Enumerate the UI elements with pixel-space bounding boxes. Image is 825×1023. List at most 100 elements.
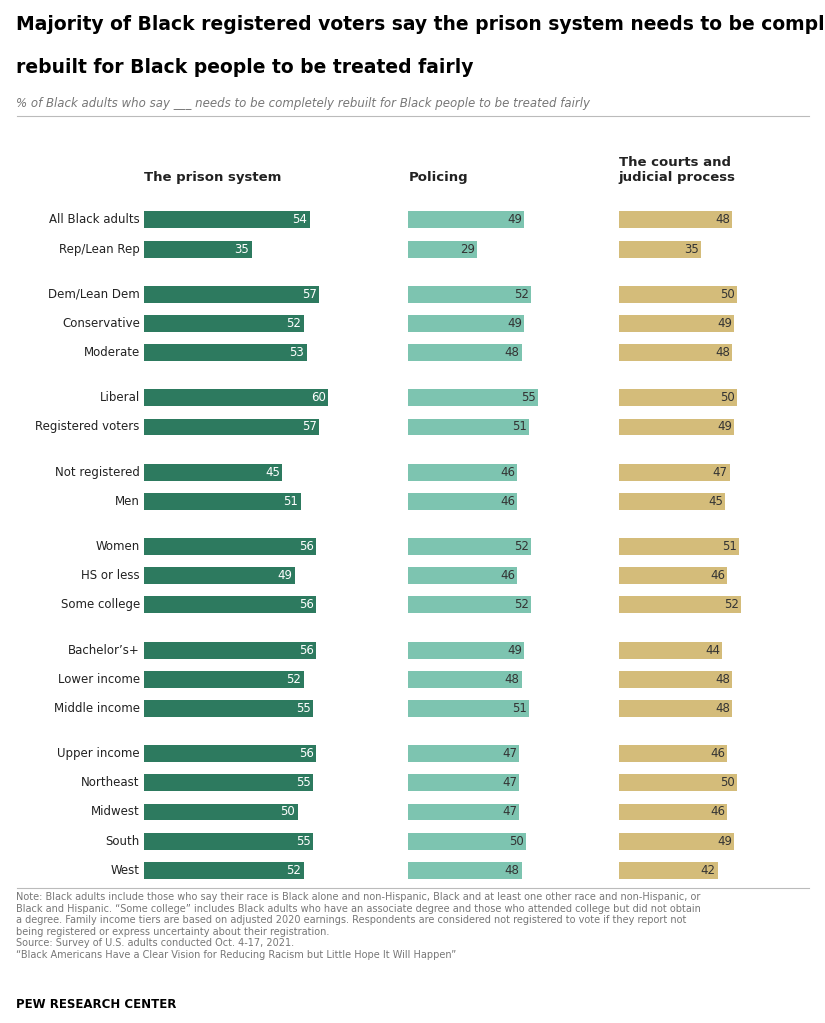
Bar: [619, 861, 718, 879]
Bar: [619, 390, 737, 406]
Text: 48: 48: [715, 673, 730, 685]
Text: HS or less: HS or less: [81, 569, 139, 582]
Bar: [144, 861, 304, 879]
Text: Upper income: Upper income: [57, 747, 139, 760]
Text: 52: 52: [724, 598, 739, 612]
Text: Northeast: Northeast: [82, 776, 139, 790]
Bar: [144, 803, 298, 820]
Bar: [144, 538, 316, 555]
Text: 54: 54: [293, 214, 308, 226]
Text: 55: 55: [295, 702, 310, 715]
Bar: [408, 418, 529, 436]
Text: 48: 48: [505, 863, 520, 877]
Bar: [619, 344, 732, 361]
Text: West: West: [111, 863, 139, 877]
Bar: [408, 596, 531, 614]
Text: 56: 56: [299, 747, 314, 760]
Text: Rep/Lean Rep: Rep/Lean Rep: [59, 242, 139, 256]
Bar: [619, 240, 701, 258]
Text: 52: 52: [286, 863, 301, 877]
Bar: [144, 671, 304, 687]
Text: 55: 55: [295, 835, 310, 848]
Bar: [144, 493, 300, 509]
Text: Bachelor’s+: Bachelor’s+: [68, 643, 139, 657]
Text: 50: 50: [720, 287, 735, 301]
Text: 29: 29: [460, 242, 475, 256]
Text: 50: 50: [280, 805, 295, 818]
Text: Moderate: Moderate: [83, 346, 139, 359]
Text: 42: 42: [701, 863, 716, 877]
Text: 49: 49: [277, 569, 292, 582]
Text: 49: 49: [718, 835, 733, 848]
Text: Middle income: Middle income: [54, 702, 139, 715]
Text: The prison system: The prison system: [144, 171, 282, 184]
Text: 49: 49: [507, 214, 522, 226]
Text: Women: Women: [96, 540, 139, 553]
Bar: [619, 212, 732, 228]
Text: Majority of Black registered voters say the prison system needs to be completely: Majority of Black registered voters say …: [16, 15, 825, 35]
Bar: [144, 344, 307, 361]
Bar: [619, 671, 732, 687]
Text: The courts and
judicial process: The courts and judicial process: [619, 157, 736, 184]
Text: 48: 48: [715, 214, 730, 226]
Bar: [408, 493, 516, 509]
Text: 48: 48: [505, 673, 520, 685]
Text: Conservative: Conservative: [62, 317, 139, 330]
Bar: [408, 803, 519, 820]
Text: 47: 47: [502, 776, 517, 790]
Text: Note: Black adults include those who say their race is Black alone and non-Hispa: Note: Black adults include those who say…: [16, 892, 701, 960]
Text: 48: 48: [715, 702, 730, 715]
Text: 51: 51: [722, 540, 737, 553]
Text: 49: 49: [507, 643, 522, 657]
Bar: [144, 315, 304, 331]
Text: Dem/Lean Dem: Dem/Lean Dem: [48, 287, 139, 301]
Text: Policing: Policing: [408, 171, 468, 184]
Text: 46: 46: [500, 465, 515, 479]
Bar: [408, 315, 524, 331]
Bar: [408, 774, 519, 791]
Bar: [619, 774, 737, 791]
Text: Men: Men: [115, 495, 139, 507]
Text: Registered voters: Registered voters: [35, 420, 139, 434]
Text: All Black adults: All Black adults: [49, 214, 139, 226]
Text: 45: 45: [265, 465, 280, 479]
Text: Some college: Some college: [60, 598, 139, 612]
Text: 46: 46: [710, 569, 725, 582]
Bar: [408, 641, 524, 659]
Bar: [408, 700, 529, 717]
Text: PEW RESEARCH CENTER: PEW RESEARCH CENTER: [16, 997, 177, 1011]
Text: 50: 50: [720, 776, 735, 790]
Text: 46: 46: [710, 747, 725, 760]
Bar: [408, 390, 538, 406]
Text: 56: 56: [299, 540, 314, 553]
Text: % of Black adults who say ___ needs to be completely rebuilt for Black people to: % of Black adults who say ___ needs to b…: [16, 97, 591, 110]
Bar: [408, 212, 524, 228]
Text: 35: 35: [234, 242, 249, 256]
Text: Liberal: Liberal: [100, 392, 139, 404]
Bar: [408, 344, 521, 361]
Text: 46: 46: [500, 569, 515, 582]
Text: 52: 52: [286, 673, 301, 685]
Text: 45: 45: [708, 495, 723, 507]
Bar: [408, 745, 519, 762]
Bar: [408, 285, 531, 303]
Text: 55: 55: [295, 776, 310, 790]
Bar: [144, 774, 313, 791]
Bar: [144, 418, 319, 436]
Bar: [408, 240, 477, 258]
Text: 53: 53: [290, 346, 304, 359]
Text: 50: 50: [720, 392, 735, 404]
Text: 47: 47: [502, 805, 517, 818]
Bar: [408, 538, 531, 555]
Text: 50: 50: [510, 835, 525, 848]
Bar: [619, 538, 739, 555]
Text: 57: 57: [302, 420, 317, 434]
Bar: [619, 803, 727, 820]
Bar: [408, 568, 516, 584]
Bar: [619, 596, 742, 614]
Text: 49: 49: [507, 317, 522, 330]
Bar: [144, 240, 252, 258]
Bar: [619, 745, 727, 762]
Bar: [144, 390, 328, 406]
Text: 46: 46: [710, 805, 725, 818]
